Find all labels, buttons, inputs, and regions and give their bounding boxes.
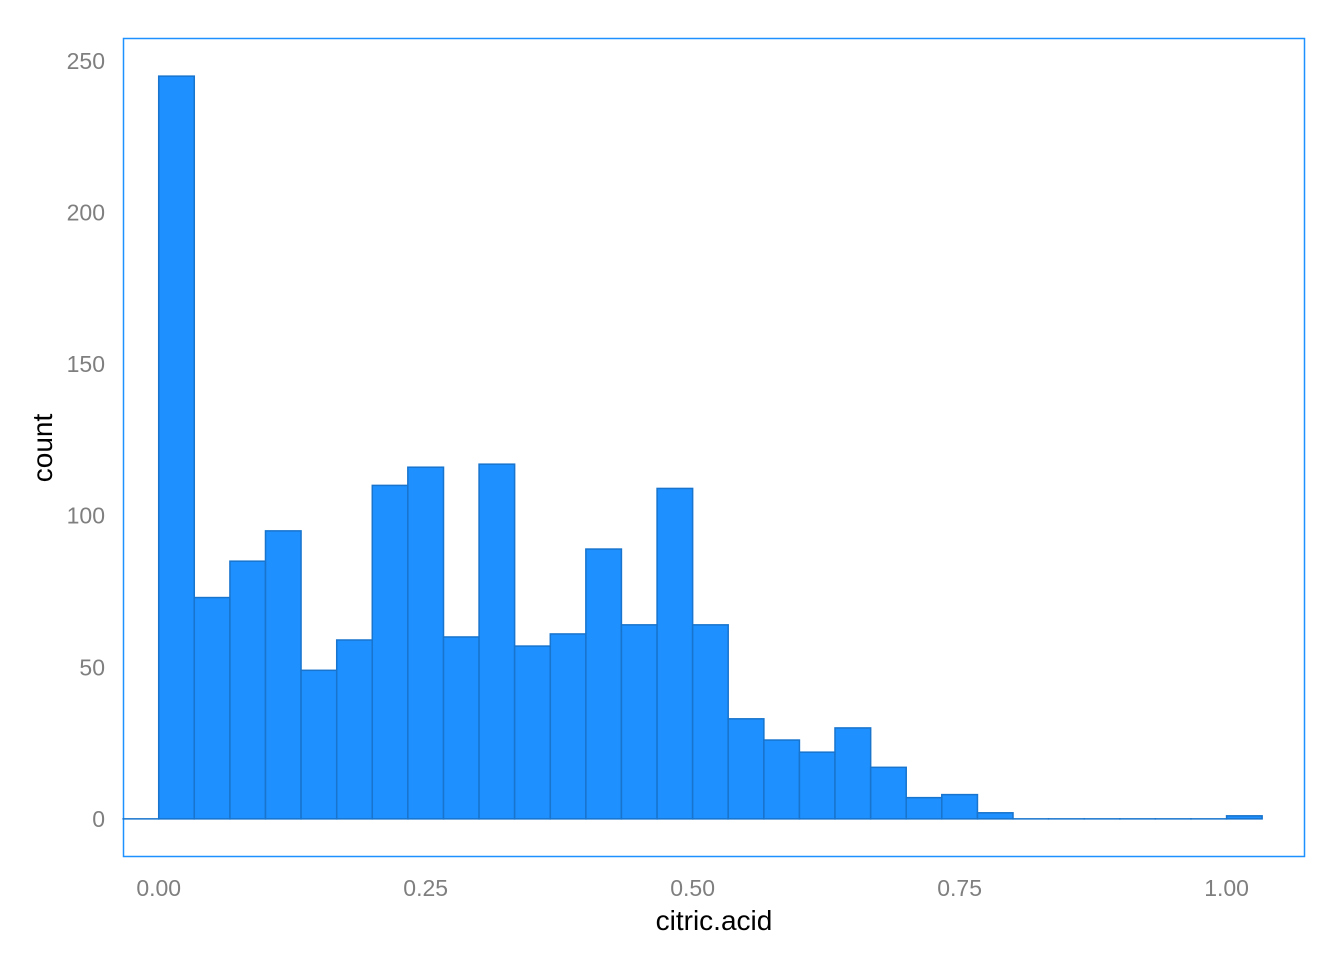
histogram-bar: [157, 75, 196, 820]
x-tick-label: 0.50: [670, 875, 715, 901]
y-tick-label: 100: [67, 503, 105, 529]
histogram-bar: [691, 624, 729, 820]
y-axis-ticks: 0 50 100 150 200 250: [67, 48, 105, 832]
histogram-bar: [798, 751, 836, 820]
y-tick-label: 250: [67, 48, 105, 74]
histogram-bar: [905, 796, 943, 820]
histogram-bar: [834, 727, 872, 820]
histogram-bar: [478, 463, 516, 820]
histogram-bar: [1225, 815, 1263, 820]
y-tick-label: 150: [67, 351, 105, 377]
y-tick-label: 50: [79, 654, 105, 680]
y-axis-title: count: [27, 414, 58, 483]
histogram-bar: [513, 645, 552, 820]
histogram-bar: [264, 530, 302, 820]
histogram-bar: [407, 466, 445, 820]
histogram-bar: [976, 812, 1014, 820]
histogram-bar: [300, 669, 338, 820]
x-axis-title: citric.acid: [656, 905, 773, 936]
y-tick-label: 0: [92, 806, 105, 832]
histogram-bar: [193, 596, 231, 820]
histogram-bar: [585, 548, 623, 820]
x-tick-label: 1.00: [1204, 875, 1249, 901]
histogram-bar: [549, 633, 587, 820]
histogram-bar: [620, 624, 658, 820]
x-tick-label: 0.25: [403, 875, 448, 901]
histogram-bar: [229, 560, 267, 820]
histogram-bar: [869, 766, 907, 820]
histogram-bar: [335, 639, 374, 820]
x-tick-label: 0.75: [937, 875, 982, 901]
histogram-bar: [442, 636, 480, 820]
x-tick-label: 0.00: [136, 875, 181, 901]
histogram-bar: [656, 487, 694, 820]
y-tick-label: 200: [67, 200, 105, 226]
histogram-bar: [727, 718, 765, 820]
histogram-bar: [371, 484, 409, 820]
histogram-bar: [763, 739, 801, 820]
x-axis-ticks: 0.00 0.25 0.50 0.75 1.00: [136, 875, 1249, 901]
histogram-bar: [941, 793, 979, 820]
bars-group: [122, 75, 1263, 820]
